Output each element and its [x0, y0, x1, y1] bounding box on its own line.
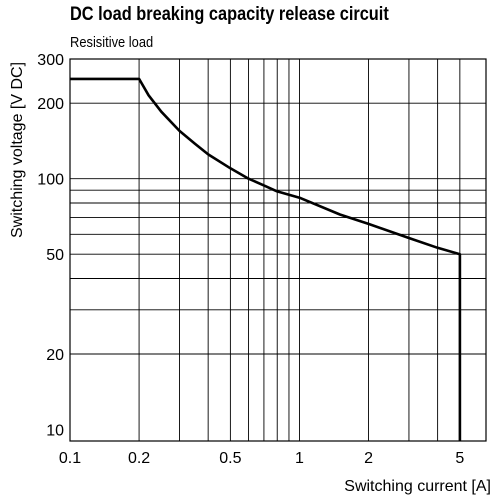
- x-tick-label: 0.5: [219, 450, 241, 467]
- x-tick-labels: 0.1 0.2 0.5 1 2 5: [59, 450, 465, 467]
- chart-subtitle: Resisitive load: [70, 34, 154, 51]
- chart-title: DC load breaking capacity release circui…: [70, 4, 389, 25]
- series-line: [70, 77, 462, 441]
- x-tick-label: 1: [295, 450, 304, 467]
- plot-frame: [69, 58, 487, 442]
- y-tick-label: 100: [37, 172, 64, 189]
- x-tick-label: 5: [455, 450, 464, 467]
- y-tick-label: 300: [37, 52, 64, 69]
- y-tick-label: 200: [37, 96, 64, 113]
- y-tick-label: 10: [46, 423, 64, 440]
- y-axis-label: Switching voltage [V DC]: [9, 62, 26, 238]
- grid-lines: [70, 59, 486, 441]
- y-tick-label: 50: [46, 247, 64, 264]
- y-tick-label: 20: [46, 347, 64, 364]
- y-tick-labels: 300 200 100 50 20 10: [37, 52, 64, 440]
- x-tick-label: 0.1: [59, 450, 81, 467]
- x-axis-label: Switching current [A]: [344, 478, 491, 495]
- x-tick-label: 0.2: [128, 450, 150, 467]
- x-tick-label: 2: [364, 450, 373, 467]
